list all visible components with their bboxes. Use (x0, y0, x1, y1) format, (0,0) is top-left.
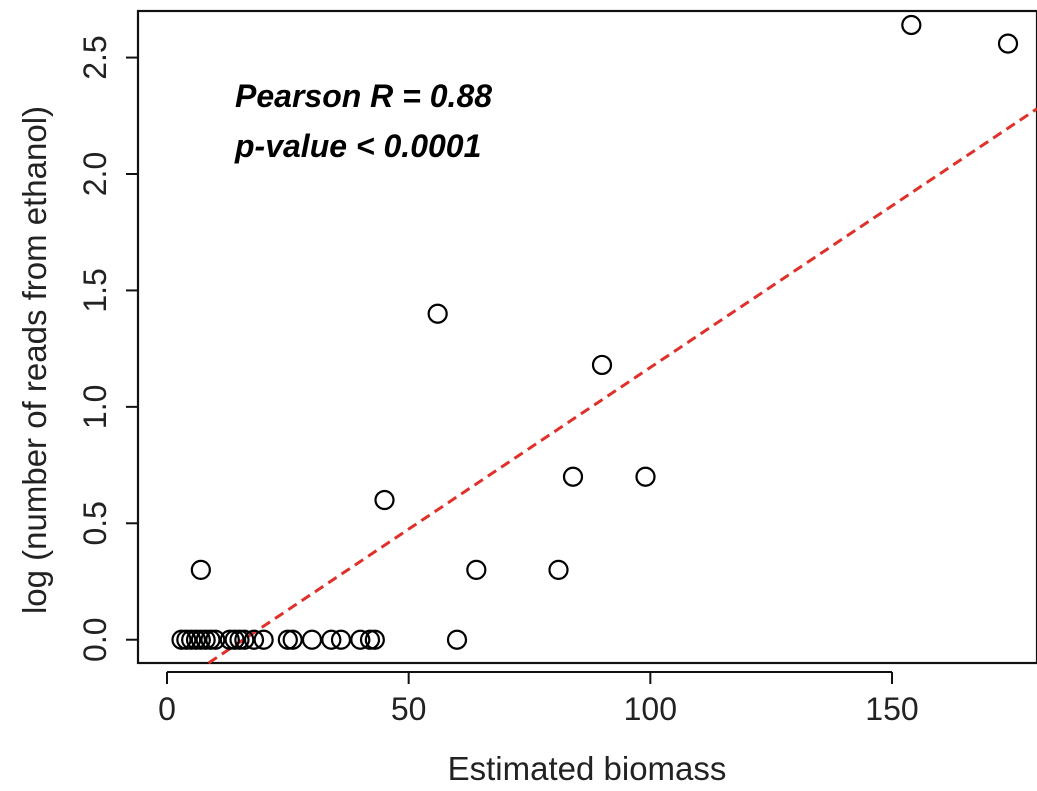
data-point (548, 559, 569, 580)
x-tick-label: 100 (624, 691, 677, 727)
data-point (321, 629, 342, 650)
data-point (224, 629, 245, 650)
fit-line-group (207, 107, 1037, 665)
y-tick-label: 2.5 (77, 35, 113, 79)
data-point (200, 629, 221, 650)
data-point (185, 629, 207, 650)
y-tick-label: 0.0 (77, 617, 113, 661)
y-axis: 0.0 0.5 1.0 1.5 2.0 2.5 (77, 11, 139, 663)
data-point (591, 354, 613, 376)
x-tick-label: 0 (158, 691, 176, 727)
data-point (229, 629, 250, 650)
data-point (562, 466, 584, 487)
data-point (171, 629, 192, 650)
y-axis-title: log (number of reads from ethanol) (16, 106, 53, 614)
regression-line (207, 107, 1037, 665)
data-point (282, 629, 303, 650)
data-point (359, 629, 381, 650)
data-point (364, 629, 385, 650)
data-point (195, 629, 216, 650)
data-point (219, 629, 240, 650)
data-point (301, 629, 323, 650)
points-group (171, 14, 1019, 650)
x-tick-label: 50 (391, 691, 427, 727)
data-point (253, 629, 274, 650)
data-point (466, 559, 487, 580)
x-tick-label: 150 (865, 691, 918, 727)
data-point (234, 629, 255, 650)
data-point (190, 629, 211, 650)
y-tick-label: 1.0 (77, 385, 113, 429)
y-tick-label: 2.0 (77, 152, 113, 196)
data-point (901, 14, 922, 36)
data-point (635, 466, 656, 487)
data-point (243, 629, 265, 650)
data-point (446, 629, 468, 650)
data-point (190, 559, 211, 580)
data-point (205, 629, 226, 650)
data-point (350, 629, 371, 650)
data-point (176, 629, 197, 650)
data-point (374, 489, 395, 511)
data-point (330, 629, 352, 650)
y-tick-label: 0.5 (77, 501, 113, 545)
data-point (427, 303, 448, 324)
x-axis: 0 50 100 150 (158, 671, 919, 727)
data-point (997, 33, 1019, 54)
annotation-pearson: Pearson R = 0.88 (235, 78, 492, 114)
x-axis-title: Estimated biomass (448, 750, 727, 787)
y-tick-label: 1.5 (77, 268, 113, 312)
data-point (181, 629, 202, 650)
annotation-pvalue: p-value < 0.0001 (234, 128, 481, 164)
data-point (277, 629, 298, 650)
